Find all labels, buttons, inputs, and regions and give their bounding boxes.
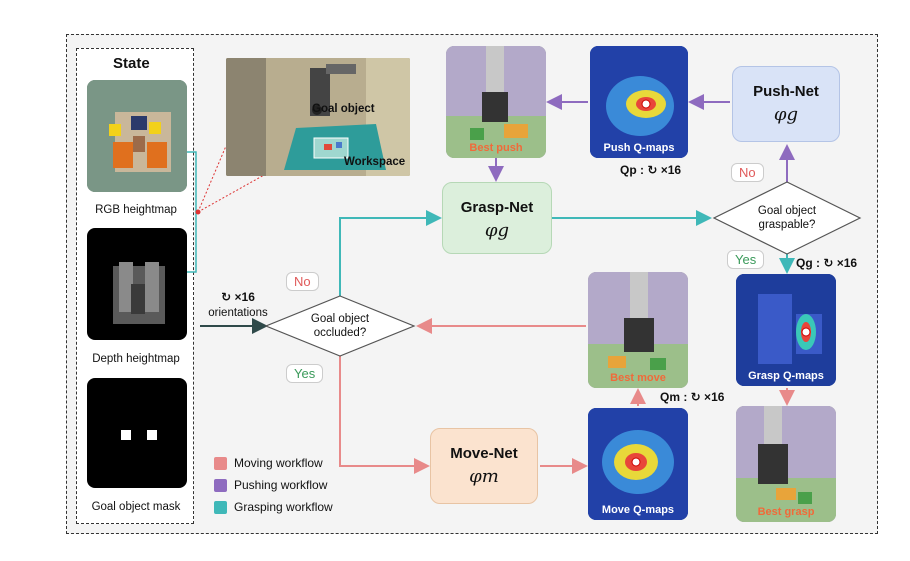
move-net-name: Move-Net: [450, 445, 518, 462]
orientations-count: ↻ ×16: [221, 290, 255, 304]
push-net-box: Push-Net φg: [732, 66, 840, 142]
no-to-grasp-arrow: [339, 210, 442, 296]
best-grasp-drawing: [736, 406, 836, 522]
push-net-name: Push-Net: [753, 83, 819, 100]
legend-moving-swatch: [214, 456, 227, 470]
push-qmaps-drawing: [590, 46, 688, 158]
depth-heightmap-caption: Depth heightmap: [92, 353, 180, 365]
push-net-symbol: φg: [773, 104, 799, 125]
move-net-symbol: φm: [469, 466, 499, 487]
rgb-heightmap-image: [87, 80, 187, 192]
graspable-diamond: [712, 181, 862, 255]
move-qmaps-caption: Move Q-maps: [601, 504, 675, 516]
best-push-caption: Best push: [469, 142, 523, 154]
occluded-line-1: Goal object: [310, 313, 370, 325]
occluded-decision-text: Goal object occluded?: [290, 312, 390, 340]
inset-scene-drawing: [226, 58, 410, 176]
qm-label: Qm : ↻ ×16: [660, 390, 725, 404]
graspable-yes-tag: Yes: [727, 250, 765, 269]
best-move-image: Best move: [588, 272, 688, 388]
best-grasp-caption: Best grasp: [757, 506, 815, 518]
state-title: State: [113, 55, 150, 72]
goal-object-mask-caption: Goal object mask: [91, 501, 181, 513]
qg-label: Qg : ↻ ×16: [796, 256, 858, 270]
legend-grasping-label: Grasping workflow: [234, 500, 333, 514]
legend-pushing: Pushing workflow: [214, 478, 333, 492]
goal-object-mask-image: [87, 378, 187, 488]
best-move-caption: Best move: [610, 372, 666, 384]
depth-heightmap-drawing: [113, 262, 165, 324]
rgb-heightmap-drawing: [87, 80, 187, 192]
grasp-qmaps-image: Grasp Q-maps: [736, 274, 836, 386]
legend: Moving workflow Pushing workflow Graspin…: [214, 456, 333, 514]
qp-label: Qp : ↻ ×16: [620, 163, 682, 177]
graspable-line-1: Goal object: [757, 205, 817, 217]
move-qmaps-image: Move Q-maps: [588, 408, 688, 520]
occluded-line-2: occluded?: [313, 327, 367, 339]
occluded-diamond: [264, 295, 416, 357]
push-qmaps-image: Push Q-maps: [590, 46, 688, 158]
legend-grasping: Grasping workflow: [214, 500, 333, 514]
push-qmaps-caption: Push Q-maps: [603, 142, 675, 154]
occluded-no-tag: No: [286, 272, 319, 291]
orientations-label: orientations: [208, 307, 268, 319]
goal-object-label: Goal object: [312, 103, 375, 115]
inset-scene-photo: Goal object Workspace: [226, 58, 410, 176]
depth-heightmap-image: [87, 228, 187, 340]
legend-moving-label: Moving workflow: [234, 456, 323, 470]
legend-pushing-label: Pushing workflow: [234, 478, 328, 492]
best-push-drawing: [446, 46, 546, 158]
graspable-decision-text: Goal object graspable?: [737, 204, 837, 232]
grasp-qmaps-drawing: [736, 274, 836, 386]
graspable-no-tag: No: [731, 163, 764, 182]
goal-object-mask-drawing: [121, 430, 157, 440]
legend-grasping-swatch: [214, 500, 227, 514]
yes-to-move-arrow: [339, 356, 430, 474]
workspace-label: Workspace: [344, 156, 406, 168]
legend-moving: Moving workflow: [214, 456, 333, 470]
best-push-image: Best push: [446, 46, 546, 158]
inset-pointer-dot: [195, 209, 201, 215]
inset-pointer-1: [197, 145, 227, 213]
legend-pushing-swatch: [214, 478, 227, 492]
graspable-line-2: graspable?: [758, 219, 816, 231]
best-move-drawing: [588, 272, 688, 388]
inset-pointer-2: [197, 155, 299, 213]
grasp-net-box: Grasp-Net φg: [442, 182, 552, 254]
grasp-net-symbol: φg: [484, 220, 510, 241]
grasp-net-name: Grasp-Net: [460, 199, 534, 216]
best-grasp-image: Best grasp: [736, 406, 836, 522]
move-qmaps-drawing: [588, 408, 688, 520]
grasp-qmaps-caption: Grasp Q-maps: [748, 370, 824, 382]
occluded-yes-tag: Yes: [286, 364, 324, 383]
rgb-heightmap-caption: RGB heightmap: [95, 204, 177, 216]
move-net-box: Move-Net φm: [430, 428, 538, 504]
